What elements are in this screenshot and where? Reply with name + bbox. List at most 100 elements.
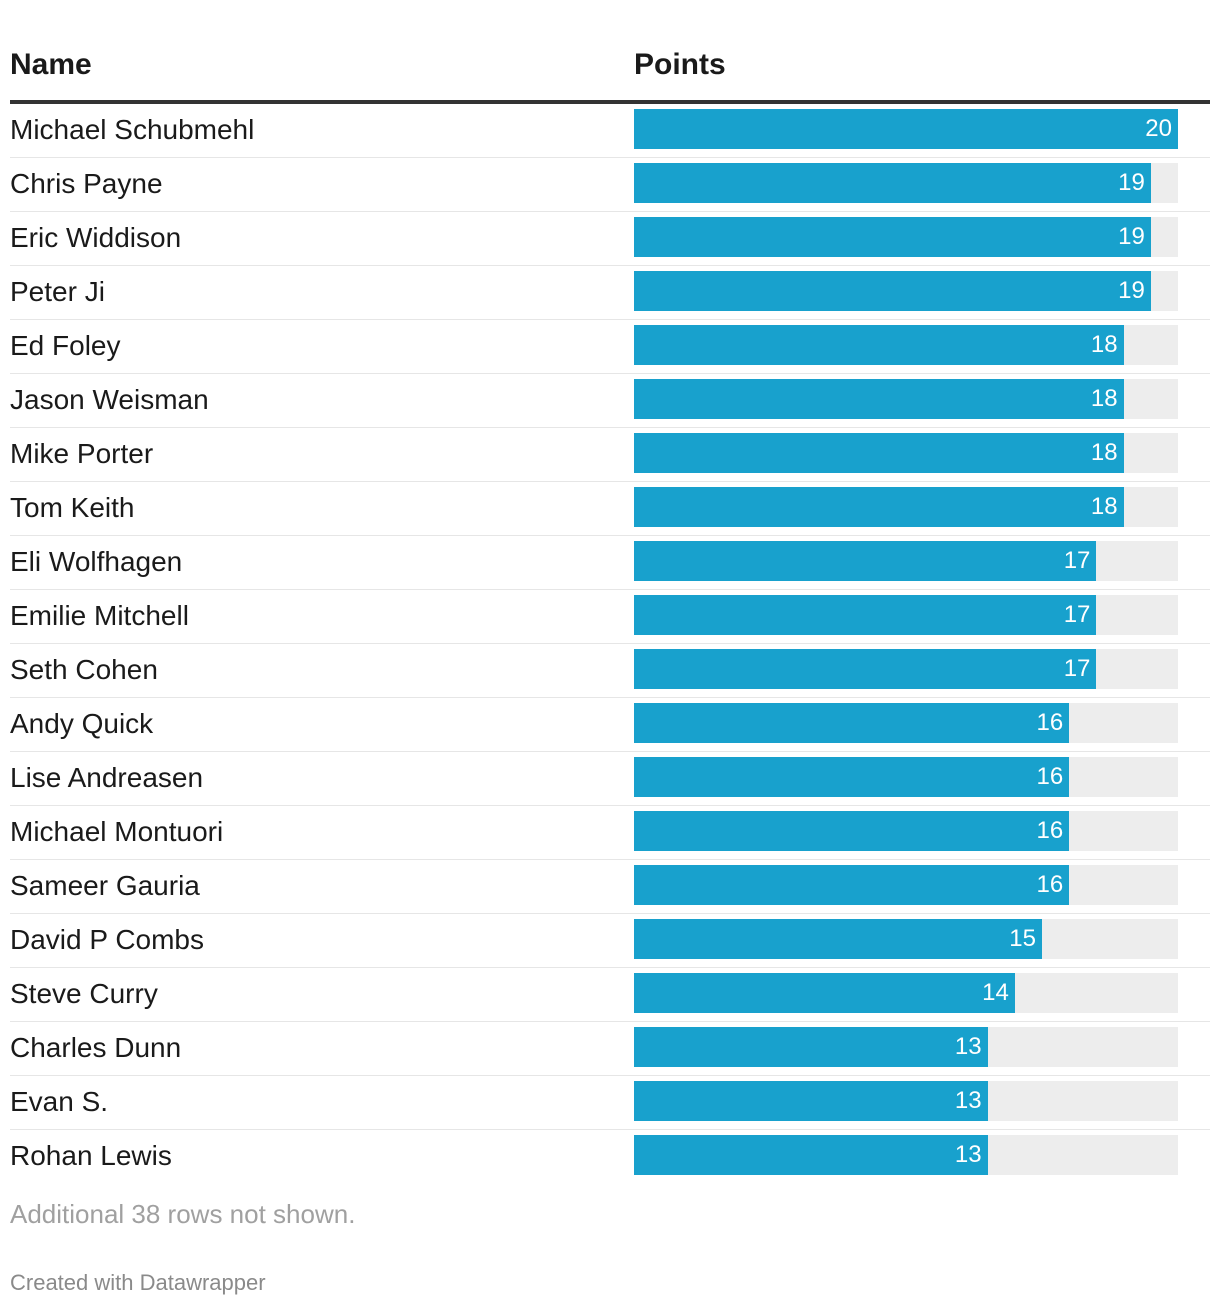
table-row: Emilie Mitchell 17 [10,590,1210,644]
points-value-label: 18 [1090,439,1118,466]
points-bar: 17 [634,595,1097,635]
table-row: Mike Porter 18 [10,428,1210,482]
table-row: Michael Montuori 16 [10,806,1210,860]
points-table: Name Points Michael Schubmehl 20 Chris Pay… [10,40,1210,1183]
points-bar: 16 [634,811,1070,851]
bar-track: 16 [634,865,1178,905]
row-name: David P Combs [10,924,205,955]
row-name: Eric Widdison [10,222,182,253]
row-name: Lise Andreasen [10,762,204,793]
table-row: Tom Keith 18 [10,482,1210,536]
points-bar: 19 [634,271,1151,311]
table-row: David P Combs 15 [10,914,1210,968]
row-name: Steve Curry [10,978,158,1009]
bar-track: 18 [634,433,1178,473]
table-row: Lise Andreasen 16 [10,752,1210,806]
table-row: Eli Wolfhagen 17 [10,536,1210,590]
points-value-label: 19 [1118,277,1145,304]
points-value-label: 18 [1090,493,1118,520]
bar-track: 16 [634,757,1178,797]
points-value-label: 18 [1090,385,1118,412]
row-name: Charles Dunn [10,1032,182,1063]
bar-track: 20 [634,109,1178,149]
bar-track: 19 [634,217,1178,257]
table-row: Andy Quick 16 [10,698,1210,752]
row-name: Emilie Mitchell [10,600,189,631]
points-value-label: 13 [954,1087,982,1114]
points-value-label: 17 [1063,655,1091,682]
table-row: Evan S. 13 [10,1076,1210,1130]
points-bar: 15 [634,919,1042,959]
table-row: Peter Ji 19 [10,266,1210,320]
bar-track: 18 [634,487,1178,527]
row-name: Rohan Lewis [10,1140,172,1171]
bar-track: 16 [634,703,1178,743]
points-bar: 19 [634,217,1151,257]
bar-track: 17 [634,541,1178,581]
row-name: Eli Wolfhagen [10,546,183,577]
points-bar: 13 [634,1135,988,1175]
points-value-label: 15 [1009,925,1036,952]
row-name: Michael Montuori [10,816,224,847]
bar-track: 13 [634,1081,1178,1121]
row-name: Peter Ji [10,276,105,307]
bar-track: 18 [634,379,1178,419]
points-bar: 18 [634,325,1124,365]
table-body: Michael Schubmehl 20 Chris Payne 19 Eric Wid… [10,104,1210,1183]
points-value-label: 16 [1036,817,1064,844]
table-row: Michael Schubmehl 20 [10,104,1210,158]
points-value-label: 20 [1145,115,1172,142]
points-bar: 13 [634,1027,988,1067]
points-bar: 17 [634,541,1097,581]
table-row: Sameer Gauria 16 [10,860,1210,914]
table-row: Ed Foley 18 [10,320,1210,374]
row-name: Evan S. [10,1086,109,1117]
bar-track: 15 [634,919,1178,959]
points-value-label: 16 [1036,709,1064,736]
points-value-label: 16 [1036,871,1064,898]
points-value-label: 19 [1118,169,1145,196]
table-row: Steve Curry 14 [10,968,1210,1022]
bar-track: 19 [634,271,1178,311]
row-name: Michael Schubmehl [10,114,255,145]
table-row: Eric Widdison 19 [10,212,1210,266]
column-header-name[interactable]: Name [10,48,92,81]
rows-not-shown-note: Additional 38 rows not shown. [10,1199,356,1229]
points-bar: 16 [634,757,1070,797]
row-name: Mike Porter [10,438,154,469]
points-value-label: 13 [954,1033,982,1060]
table-header: Name Points [10,40,1210,104]
points-value-label: 16 [1036,763,1064,790]
table-row: Seth Cohen 17 [10,644,1210,698]
points-bar: 18 [634,379,1124,419]
points-bar: 18 [634,433,1124,473]
points-value-label: 19 [1118,223,1145,250]
bar-track: 13 [634,1027,1178,1067]
points-value-label: 17 [1063,547,1091,574]
points-bar: 13 [634,1081,988,1121]
bar-track: 19 [634,163,1178,203]
table-row: Rohan Lewis 13 [10,1130,1210,1183]
points-bar: 17 [634,649,1097,689]
points-value-label: 14 [982,979,1009,1006]
points-bar: 16 [634,703,1070,743]
bar-track: 18 [634,325,1178,365]
row-name: Chris Payne [10,168,163,199]
column-header-points[interactable]: Points [634,48,726,81]
row-name: Sameer Gauria [10,870,200,901]
points-bar: 18 [634,487,1124,527]
points-bar: 20 [634,109,1178,149]
row-name: Ed Foley [10,330,121,361]
points-value-label: 17 [1063,601,1091,628]
bar-track: 17 [634,649,1178,689]
bar-track: 14 [634,973,1178,1013]
bar-track: 17 [634,595,1178,635]
table-row: Charles Dunn 13 [10,1022,1210,1076]
row-name: Andy Quick [10,708,154,739]
table-row: Chris Payne 19 [10,158,1210,212]
points-value-label: 13 [954,1141,982,1168]
row-name: Seth Cohen [10,654,158,685]
datawrapper-credit: Created with Datawrapper [10,1270,266,1295]
points-bar: 16 [634,865,1070,905]
row-name: Tom Keith [10,492,135,523]
